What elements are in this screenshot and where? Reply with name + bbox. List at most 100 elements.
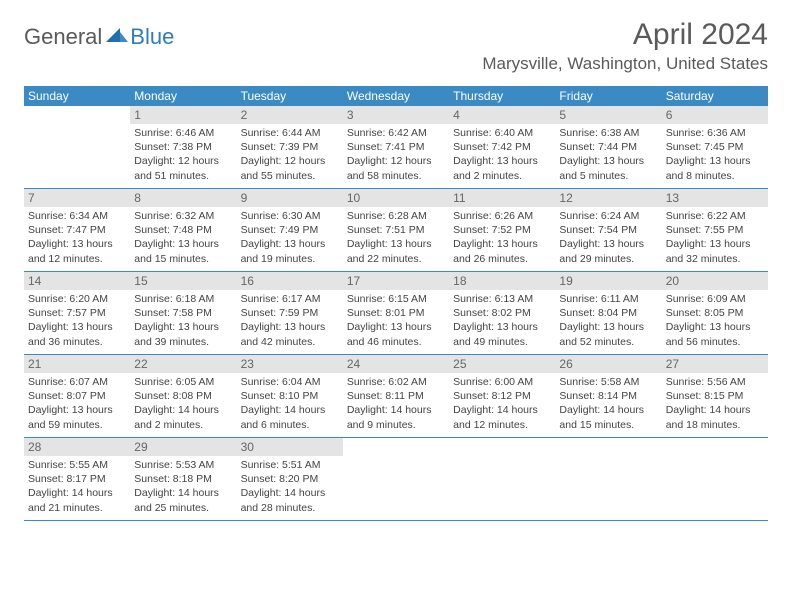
day-cell: 20Sunrise: 6:09 AMSunset: 8:05 PMDayligh… xyxy=(662,272,768,354)
day-header: Sunday xyxy=(24,86,130,106)
day-number xyxy=(24,106,130,124)
day-cell: 5Sunrise: 6:38 AMSunset: 7:44 PMDaylight… xyxy=(555,106,661,188)
day-details: Sunrise: 6:44 AMSunset: 7:39 PMDaylight:… xyxy=(237,124,343,185)
day-details: Sunrise: 6:28 AMSunset: 7:51 PMDaylight:… xyxy=(343,207,449,268)
day-header: Monday xyxy=(130,86,236,106)
day-cell xyxy=(662,438,768,520)
day-details: Sunrise: 6:34 AMSunset: 7:47 PMDaylight:… xyxy=(24,207,130,268)
day-headers-row: SundayMondayTuesdayWednesdayThursdayFrid… xyxy=(24,86,768,106)
day-cell: 12Sunrise: 6:24 AMSunset: 7:54 PMDayligh… xyxy=(555,189,661,271)
day-details: Sunrise: 5:53 AMSunset: 8:18 PMDaylight:… xyxy=(130,456,236,517)
day-details: Sunrise: 6:36 AMSunset: 7:45 PMDaylight:… xyxy=(662,124,768,185)
day-cell: 21Sunrise: 6:07 AMSunset: 8:07 PMDayligh… xyxy=(24,355,130,437)
day-number: 5 xyxy=(555,106,661,124)
day-number: 3 xyxy=(343,106,449,124)
day-number: 8 xyxy=(130,189,236,207)
day-number: 20 xyxy=(662,272,768,290)
day-cell: 22Sunrise: 6:05 AMSunset: 8:08 PMDayligh… xyxy=(130,355,236,437)
day-number: 30 xyxy=(237,438,343,456)
calendar-week: 28Sunrise: 5:55 AMSunset: 8:17 PMDayligh… xyxy=(24,438,768,521)
day-cell: 19Sunrise: 6:11 AMSunset: 8:04 PMDayligh… xyxy=(555,272,661,354)
day-cell: 10Sunrise: 6:28 AMSunset: 7:51 PMDayligh… xyxy=(343,189,449,271)
month-title: April 2024 xyxy=(482,18,768,52)
day-number: 17 xyxy=(343,272,449,290)
day-details: Sunrise: 6:24 AMSunset: 7:54 PMDaylight:… xyxy=(555,207,661,268)
day-number: 22 xyxy=(130,355,236,373)
logo-text-blue: Blue xyxy=(130,24,174,50)
day-details: Sunrise: 5:55 AMSunset: 8:17 PMDaylight:… xyxy=(24,456,130,517)
day-number: 24 xyxy=(343,355,449,373)
day-cell: 29Sunrise: 5:53 AMSunset: 8:18 PMDayligh… xyxy=(130,438,236,520)
day-cell: 15Sunrise: 6:18 AMSunset: 7:58 PMDayligh… xyxy=(130,272,236,354)
day-header: Thursday xyxy=(449,86,555,106)
day-details: Sunrise: 6:22 AMSunset: 7:55 PMDaylight:… xyxy=(662,207,768,268)
day-cell: 2Sunrise: 6:44 AMSunset: 7:39 PMDaylight… xyxy=(237,106,343,188)
day-cell: 28Sunrise: 5:55 AMSunset: 8:17 PMDayligh… xyxy=(24,438,130,520)
day-cell: 9Sunrise: 6:30 AMSunset: 7:49 PMDaylight… xyxy=(237,189,343,271)
day-cell: 4Sunrise: 6:40 AMSunset: 7:42 PMDaylight… xyxy=(449,106,555,188)
day-cell: 11Sunrise: 6:26 AMSunset: 7:52 PMDayligh… xyxy=(449,189,555,271)
calendar-week: 14Sunrise: 6:20 AMSunset: 7:57 PMDayligh… xyxy=(24,272,768,355)
day-details: Sunrise: 6:32 AMSunset: 7:48 PMDaylight:… xyxy=(130,207,236,268)
day-number: 1 xyxy=(130,106,236,124)
day-details: Sunrise: 6:42 AMSunset: 7:41 PMDaylight:… xyxy=(343,124,449,185)
day-cell: 14Sunrise: 6:20 AMSunset: 7:57 PMDayligh… xyxy=(24,272,130,354)
day-header: Friday xyxy=(555,86,661,106)
day-number: 14 xyxy=(24,272,130,290)
day-number: 10 xyxy=(343,189,449,207)
day-details: Sunrise: 5:56 AMSunset: 8:15 PMDaylight:… xyxy=(662,373,768,434)
day-number: 18 xyxy=(449,272,555,290)
day-number: 27 xyxy=(662,355,768,373)
day-number: 29 xyxy=(130,438,236,456)
day-number: 9 xyxy=(237,189,343,207)
day-number: 26 xyxy=(555,355,661,373)
day-number: 28 xyxy=(24,438,130,456)
logo: General Blue xyxy=(24,24,174,50)
day-details: Sunrise: 6:46 AMSunset: 7:38 PMDaylight:… xyxy=(130,124,236,185)
day-cell: 30Sunrise: 5:51 AMSunset: 8:20 PMDayligh… xyxy=(237,438,343,520)
day-details: Sunrise: 6:11 AMSunset: 8:04 PMDaylight:… xyxy=(555,290,661,351)
day-cell: 25Sunrise: 6:00 AMSunset: 8:12 PMDayligh… xyxy=(449,355,555,437)
day-cell: 24Sunrise: 6:02 AMSunset: 8:11 PMDayligh… xyxy=(343,355,449,437)
day-cell: 27Sunrise: 5:56 AMSunset: 8:15 PMDayligh… xyxy=(662,355,768,437)
day-details: Sunrise: 6:18 AMSunset: 7:58 PMDaylight:… xyxy=(130,290,236,351)
day-cell: 26Sunrise: 5:58 AMSunset: 8:14 PMDayligh… xyxy=(555,355,661,437)
header-right: April 2024 Marysville, Washington, Unite… xyxy=(482,18,768,74)
day-number: 15 xyxy=(130,272,236,290)
day-cell xyxy=(24,106,130,188)
day-cell xyxy=(449,438,555,520)
day-cell: 13Sunrise: 6:22 AMSunset: 7:55 PMDayligh… xyxy=(662,189,768,271)
day-details: Sunrise: 6:26 AMSunset: 7:52 PMDaylight:… xyxy=(449,207,555,268)
calendar-week: 21Sunrise: 6:07 AMSunset: 8:07 PMDayligh… xyxy=(24,355,768,438)
day-details: Sunrise: 6:00 AMSunset: 8:12 PMDaylight:… xyxy=(449,373,555,434)
day-details: Sunrise: 6:04 AMSunset: 8:10 PMDaylight:… xyxy=(237,373,343,434)
day-number: 2 xyxy=(237,106,343,124)
day-details: Sunrise: 6:09 AMSunset: 8:05 PMDaylight:… xyxy=(662,290,768,351)
day-number: 12 xyxy=(555,189,661,207)
header: General Blue April 2024 Marysville, Wash… xyxy=(0,0,792,80)
day-header: Wednesday xyxy=(343,86,449,106)
day-details: Sunrise: 6:38 AMSunset: 7:44 PMDaylight:… xyxy=(555,124,661,185)
calendar-weeks: 1Sunrise: 6:46 AMSunset: 7:38 PMDaylight… xyxy=(24,106,768,521)
day-number: 19 xyxy=(555,272,661,290)
day-cell: 7Sunrise: 6:34 AMSunset: 7:47 PMDaylight… xyxy=(24,189,130,271)
day-number xyxy=(449,438,555,456)
day-cell xyxy=(555,438,661,520)
day-number: 25 xyxy=(449,355,555,373)
day-number xyxy=(343,438,449,456)
day-number xyxy=(555,438,661,456)
location: Marysville, Washington, United States xyxy=(482,54,768,74)
day-number: 13 xyxy=(662,189,768,207)
day-cell: 18Sunrise: 6:13 AMSunset: 8:02 PMDayligh… xyxy=(449,272,555,354)
day-details: Sunrise: 6:20 AMSunset: 7:57 PMDaylight:… xyxy=(24,290,130,351)
day-number: 21 xyxy=(24,355,130,373)
day-header: Tuesday xyxy=(237,86,343,106)
day-cell: 17Sunrise: 6:15 AMSunset: 8:01 PMDayligh… xyxy=(343,272,449,354)
day-cell: 16Sunrise: 6:17 AMSunset: 7:59 PMDayligh… xyxy=(237,272,343,354)
day-cell: 1Sunrise: 6:46 AMSunset: 7:38 PMDaylight… xyxy=(130,106,236,188)
day-number xyxy=(662,438,768,456)
day-number: 16 xyxy=(237,272,343,290)
day-details: Sunrise: 6:05 AMSunset: 8:08 PMDaylight:… xyxy=(130,373,236,434)
day-number: 7 xyxy=(24,189,130,207)
day-cell: 8Sunrise: 6:32 AMSunset: 7:48 PMDaylight… xyxy=(130,189,236,271)
